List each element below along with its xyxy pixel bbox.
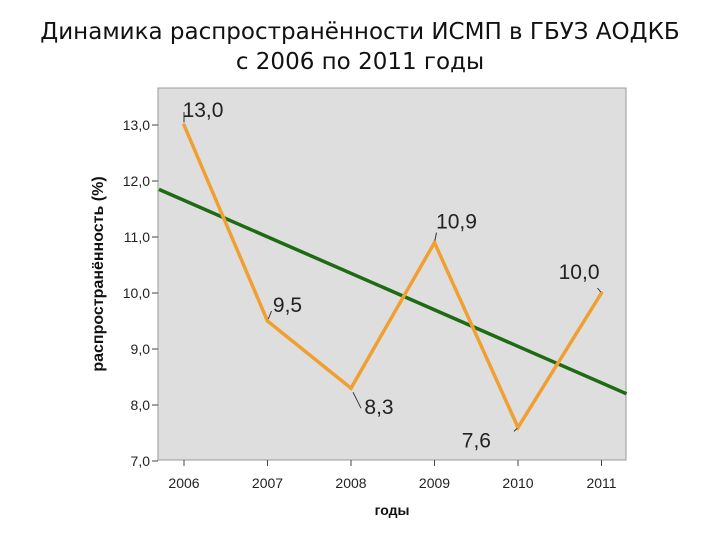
data-label-leader xyxy=(597,287,602,293)
data-label-leader xyxy=(513,427,518,432)
data-point xyxy=(265,319,270,323)
y-tick-label: 9,0 xyxy=(131,341,151,357)
x-axis-label: годы xyxy=(375,502,410,518)
x-tick-label: 2007 xyxy=(252,475,283,491)
x-tick-label: 2006 xyxy=(168,475,199,491)
y-tick-label: 8,0 xyxy=(131,397,151,413)
series-layer xyxy=(182,123,604,432)
y-tick-label: 11,0 xyxy=(124,229,150,245)
data-label: 10,9 xyxy=(436,211,477,234)
data-point xyxy=(349,386,353,391)
y-tick-label: 10,0 xyxy=(123,285,150,301)
y-tick-label: 12,0 xyxy=(123,173,150,189)
data-point xyxy=(182,123,186,127)
plot-area xyxy=(157,87,627,461)
series-line xyxy=(182,124,603,432)
x-tick-label: 2010 xyxy=(502,475,533,491)
y-tick-label: 7,0 xyxy=(131,453,151,469)
data-point xyxy=(599,291,604,295)
axes: 7,0 8,0 9,0 10,0 11,0 12,0 13,0 2006 2007 2008 200… xyxy=(123,117,617,491)
x-tick-label: 2008 xyxy=(335,475,366,491)
data-label: 8,3 xyxy=(364,396,393,419)
chart-title-line-2: с 2006 по 2011 годы xyxy=(235,49,485,75)
x-tick-label: 2009 xyxy=(419,475,450,491)
data-label-layer: 13,0 9,5 8,3 10,9 7,6 10,0 xyxy=(183,99,602,452)
data-point xyxy=(432,240,437,245)
data-label: 13,0 xyxy=(183,99,224,122)
data-label: 10,0 xyxy=(559,261,600,284)
x-tick-label: 2011 xyxy=(586,475,616,491)
y-axis-label: распространённость (%) xyxy=(90,176,107,371)
data-label-leader xyxy=(267,310,272,320)
trendline-layer xyxy=(158,187,628,396)
data-label-leader xyxy=(434,232,437,241)
y-tick-label: 13,0 xyxy=(123,117,150,133)
data-label: 9,5 xyxy=(273,294,302,317)
data-label: 7,6 xyxy=(462,429,491,452)
data-label-leader xyxy=(352,391,362,409)
chart-title-line-1: Динамика распространённости ИСМП в ГБУЗ … xyxy=(40,19,680,45)
trend-line xyxy=(158,187,628,396)
